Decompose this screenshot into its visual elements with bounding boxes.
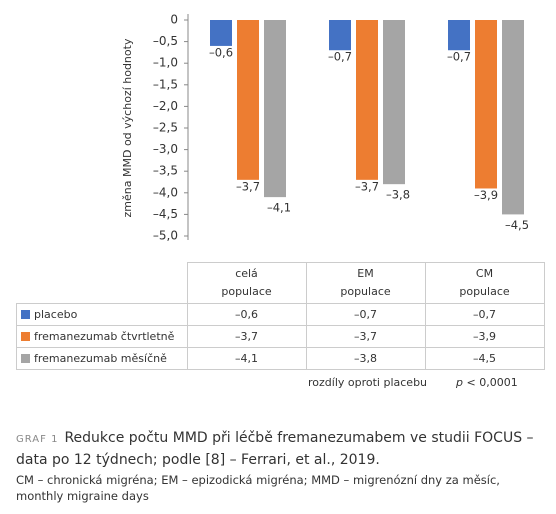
legend-swatch [21,332,30,341]
bar [448,20,470,51]
caption-title: Redukce počtu MMD při léčbě fremanezumab… [16,430,534,468]
header-cell: celá populace [186,262,307,304]
note: rozdíly oproti placebu [308,376,428,389]
bar [210,20,232,46]
y-tick-label: –1,0 [153,56,178,70]
bar [264,20,286,198]
y-tick-label: –4,0 [153,185,178,199]
y-tick-label: –2,0 [153,99,178,113]
legend-cell: fremanezumab čtvrtletně [16,325,188,348]
bar [502,20,524,215]
table-value: –3,8 [305,347,426,370]
data-label: –4,5 [505,218,529,232]
series-row: placebo –0,6 –0,7 –0,7 [16,303,545,326]
bar [237,20,259,180]
table-value: –0,7 [305,303,426,326]
series-row: fremanezumab čtvrtletně –3,7 –3,7 –3,9 [16,325,545,348]
legend-cell: fremanezumab měsíčně [16,347,188,370]
data-label: –3,8 [386,188,410,202]
p-value: p < 0,0001 [456,376,518,389]
category-label: CM populace [459,267,510,298]
data-label: –0,6 [209,45,233,59]
legend-cell: placebo [16,303,188,326]
data-label: –4,1 [267,201,291,215]
legend-label: fremanezumab čtvrtletně [34,330,175,343]
table-value: –3,7 [305,325,426,348]
caption-label: GRAF 1 [16,434,59,445]
legend-swatch [21,310,30,319]
table-value: –3,9 [424,325,545,348]
bar [475,20,497,189]
caption: GRAF 1 Redukce počtu MMD při léčbě freman… [16,428,546,470]
y-tick-label: –1,5 [153,77,178,91]
y-tick-label: –5,0 [153,229,178,243]
bar [356,20,378,180]
corner-cell [16,262,188,304]
header-row: celá populace EM populace CM populace [16,262,545,304]
y-tick-label: 0 [170,13,178,27]
table-value: –3,7 [186,325,307,348]
category-label: celá populace [221,267,272,298]
y-axis-label: změna MMD od výchozí hodnoty [121,38,134,217]
table-value: –0,7 [424,303,545,326]
bar [383,20,405,185]
legend-label: placebo [34,308,78,321]
series-row: fremanezumab měsíčně –4,1 –3,8 –4,5 [16,347,545,370]
table-value: –4,1 [186,347,307,370]
bar [329,20,351,51]
header-cell: CM populace [424,262,545,304]
footnote: CM – chronická migréna; EM – epizodická … [16,473,500,503]
p-symbol: p [456,376,463,389]
y-tick-label: –4,5 [153,207,178,221]
data-table: celá populace EM populace CM populace place… [16,262,545,370]
y-tick-label: –3,5 [153,164,178,178]
y-tick-label: –3,0 [153,142,178,156]
data-label: –3,7 [355,179,379,193]
chart: změna MMD od výchozí hodnoty 0 –0,5 –1,0 –1… [121,13,529,243]
table-value: –0,6 [186,303,307,326]
legend-label: fremanezumab měsíčně [34,352,167,365]
y-tick-label: –2,5 [153,121,178,135]
data-label: –3,7 [236,179,260,193]
y-tick-label: –0,5 [153,34,178,48]
data-label: –3,9 [474,188,498,202]
table-value: –4,5 [424,347,545,370]
data-label: –0,7 [328,50,352,64]
p-text: < 0,0001 [466,376,518,389]
header-cell: EM populace [305,262,426,304]
legend-swatch [21,354,30,363]
category-label: EM populace [340,267,391,298]
data-label: –0,7 [447,50,471,64]
